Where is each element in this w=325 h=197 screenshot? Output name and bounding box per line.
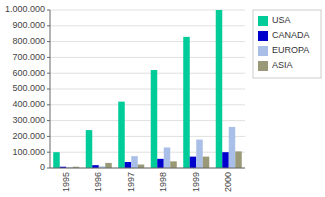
bar <box>216 10 223 168</box>
x-axis: 1995 1996 1997 1998 1999 2000 <box>61 172 234 192</box>
bar <box>235 151 242 168</box>
bar <box>151 70 158 168</box>
legend: USA CANADA EUROPA ASIA <box>253 10 321 78</box>
grid-line <box>50 168 245 169</box>
bar <box>125 162 132 168</box>
bar <box>190 157 197 168</box>
bar <box>118 102 125 168</box>
y-axis-line <box>50 10 51 168</box>
y-tick-label: 0 <box>40 162 45 172</box>
bar <box>164 147 171 168</box>
grid <box>50 10 245 168</box>
bars <box>53 10 242 168</box>
x-axis-line <box>50 168 245 169</box>
bar <box>222 152 229 168</box>
legend-frame <box>253 10 321 78</box>
legend-swatch <box>258 31 268 41</box>
legend-label: EUROPA <box>272 45 309 55</box>
bar <box>86 130 93 168</box>
bar <box>183 37 190 168</box>
legend-label: CANADA <box>272 30 310 40</box>
chart: 0 100.000 200.000 300.000 400.000 500.000 600.… <box>0 0 325 197</box>
bar <box>138 165 145 168</box>
y-tick-label: 800.000 <box>12 36 45 46</box>
x-tick-label: 1999 <box>191 172 201 192</box>
legend-label: USA <box>272 15 291 25</box>
legend-label: ASIA <box>272 60 293 70</box>
legend-swatch <box>258 61 268 71</box>
y-tick-label: 200.000 <box>12 131 45 141</box>
y-tick-label: 300.000 <box>12 115 45 125</box>
y-tick-label: 1.000.000 <box>5 4 45 14</box>
y-tick-label: 500.000 <box>12 83 45 93</box>
x-tick-label: 1997 <box>126 172 136 192</box>
bar <box>196 140 203 168</box>
y-tick-label: 100.000 <box>12 147 45 157</box>
x-tick-label: 1995 <box>61 172 71 192</box>
legend-swatch <box>258 46 268 56</box>
bar <box>105 163 112 168</box>
y-tick-label: 900.000 <box>12 20 45 30</box>
bar <box>229 127 236 168</box>
bar <box>203 157 210 168</box>
legend-swatch <box>258 16 268 26</box>
bar <box>131 156 138 168</box>
x-tick-label: 1998 <box>158 172 168 192</box>
y-axis: 0 100.000 200.000 300.000 400.000 500.000 600.… <box>5 4 50 172</box>
y-tick-label: 600.000 <box>12 68 45 78</box>
bar <box>157 159 164 168</box>
x-tick-label: 1996 <box>93 172 103 192</box>
x-tick-label: 2000 <box>223 172 233 192</box>
bar <box>170 161 177 168</box>
y-tick-label: 700.000 <box>12 52 45 62</box>
bar <box>53 152 60 168</box>
y-tick-label: 400.000 <box>12 99 45 109</box>
